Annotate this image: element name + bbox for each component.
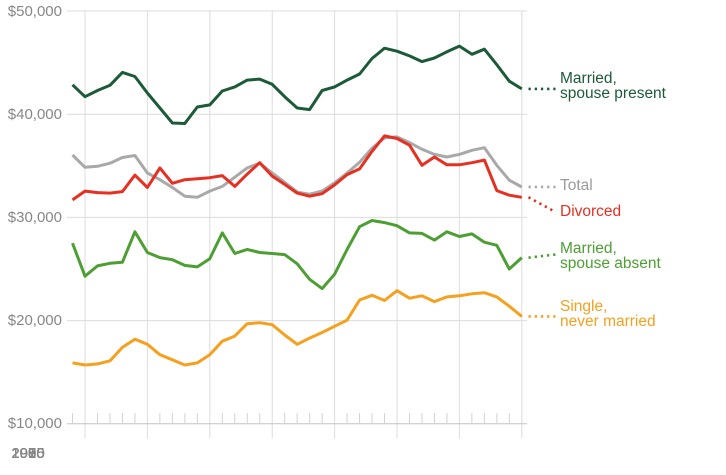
y-tick-label: $40,000 [7, 106, 62, 123]
x-tick-label: 1985 [11, 445, 45, 462]
leader-dots-divorced [527, 196, 557, 214]
x-tick-label: 1990 [11, 445, 45, 462]
line-married-spouse-present [71, 44, 523, 125]
series-label-line: Divorced [560, 203, 622, 220]
y-tick-label: $10,000 [7, 415, 62, 432]
series-label-married-spouse-absent: Married, spouse absent [560, 240, 661, 272]
line-divorced [71, 134, 523, 202]
x-tick-label: 1975 [11, 445, 45, 462]
line-single-never-married [72, 289, 523, 367]
line-married-spouse-absent [71, 219, 523, 291]
series-label-single-never-married: Single, never married [560, 298, 656, 330]
series-label-line: spouse present [560, 84, 666, 102]
series-label-line: Married, [560, 70, 617, 87]
series-label-married-spouse-present: Married, spouse present [560, 70, 666, 102]
series-label-line: spouse absent [560, 254, 661, 272]
y-tick-label: $20,000 [7, 312, 62, 329]
line-total [71, 135, 523, 199]
series-label-line: Married, [560, 240, 617, 257]
y-tick-label: $30,000 [7, 209, 62, 226]
series-label-line: Total [560, 177, 593, 194]
x-tick-label: 1980 [11, 445, 45, 462]
series-label-divorced: Divorced [560, 203, 622, 220]
x-tick-label: 2000 [11, 445, 45, 462]
series-label-total: Total [560, 177, 593, 194]
leader-dots-married-spouse-absent [528, 253, 556, 259]
x-tick-label: 1995 [11, 445, 45, 462]
y-tick-label: $50,000 [7, 3, 62, 20]
x-tick-label: 2005 [11, 445, 45, 462]
series-label-line: Single, [560, 298, 608, 315]
series-label-line: never married [560, 312, 656, 330]
x-tick-label: 2010 [11, 445, 45, 462]
